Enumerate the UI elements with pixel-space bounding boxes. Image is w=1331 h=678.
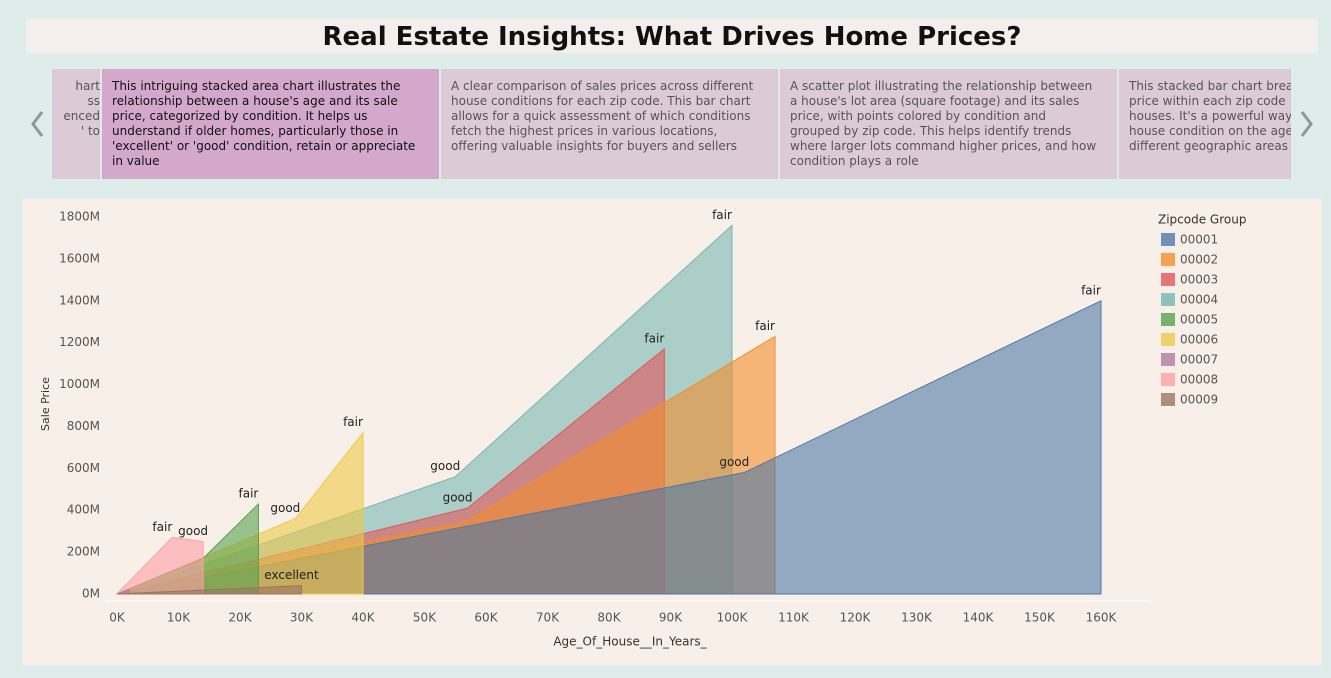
y-tick-label: 800M — [67, 419, 100, 433]
story-text: price, categorized by condition. It help… — [112, 109, 368, 123]
story-text: offering valuable insights for buyers an… — [451, 139, 737, 153]
y-tick-label: 1800M — [59, 210, 100, 224]
point-label: fair — [239, 486, 259, 500]
x-tick-label: 100K — [717, 611, 749, 625]
story-text: 'excellent' or 'good' condition, retain … — [112, 139, 416, 153]
legend-label: 00002 — [1180, 253, 1218, 267]
legend-swatch — [1161, 293, 1175, 306]
legend-label: 00007 — [1180, 353, 1218, 367]
legend-swatch — [1161, 313, 1175, 326]
story-point[interactable]: This stacked bar chart breaks price withi… — [1119, 69, 1291, 179]
legend-label: 00009 — [1180, 393, 1218, 407]
legend-label: 00008 — [1180, 373, 1218, 387]
story-point[interactable]: This intriguing stacked area chart illus… — [102, 69, 439, 179]
x-tick-label: 120K — [840, 611, 872, 625]
x-tick-label: 40K — [351, 611, 375, 625]
y-tick-label: 400M — [67, 503, 100, 517]
y-tick-label: 600M — [67, 461, 100, 475]
area — [116, 299, 1102, 595]
legend-label: 00006 — [1180, 333, 1218, 347]
point-label: fair — [755, 319, 775, 333]
story-text: understand if older homes, particularly … — [112, 124, 399, 138]
x-tick-label: 130K — [901, 611, 933, 625]
x-axis-label: Age_Of_House__In_Years_ — [553, 635, 707, 649]
x-tick-label: 140K — [963, 611, 995, 625]
legend-swatch — [1161, 393, 1175, 406]
story-text: hart — [75, 79, 100, 93]
next-arrow[interactable] — [1300, 111, 1313, 137]
legend-title: Zipcode Group — [1158, 213, 1246, 227]
story-text: ss — [87, 94, 100, 108]
story-text: fetch the highest prices in various loca… — [451, 124, 718, 138]
point-label: fair — [712, 208, 732, 222]
x-tick-label: 70K — [536, 611, 560, 625]
point-label: good — [443, 491, 473, 505]
x-tick-label: 160K — [1086, 611, 1118, 625]
story-text: houses. It's a powerful way — [1129, 109, 1291, 123]
story-text: allows for a quick assessment of which c… — [451, 109, 751, 123]
point-label: good — [270, 501, 300, 515]
y-tick-label: 1400M — [59, 293, 100, 307]
legend-swatch — [1161, 353, 1175, 366]
legend-label: 00001 — [1180, 233, 1218, 247]
point-label: excellent — [264, 568, 319, 582]
y-tick-label: 1000M — [59, 377, 100, 391]
story-point[interactable]: A clear comparison of sales prices acros… — [441, 69, 778, 179]
legend-label: 00003 — [1180, 273, 1218, 287]
story-text: A clear comparison of sales prices acros… — [451, 79, 754, 93]
story-text: enced — [63, 109, 100, 123]
prev-arrow[interactable] — [31, 111, 44, 137]
x-tick-label: 50K — [413, 611, 437, 625]
story-text: grouped by zip code. This helps identify… — [790, 124, 1072, 138]
point-label: good — [178, 524, 208, 538]
legend-swatch — [1161, 373, 1175, 386]
story-point[interactable]: A scatter plot illustrating the relation… — [780, 69, 1117, 179]
y-tick-label: 1600M — [59, 251, 100, 265]
y-tick-label: 200M — [67, 545, 100, 559]
dashboard-title: Real Estate Insights: What Drives Home P… — [26, 19, 1318, 53]
story-text: condition plays a role — [790, 154, 919, 168]
x-tick-label: 20K — [228, 611, 252, 625]
story-text: This stacked bar chart breaks — [1129, 79, 1291, 93]
x-tick-label: 60K — [474, 611, 498, 625]
x-tick-label: 10K — [167, 611, 191, 625]
x-tick-label: 0K — [109, 611, 126, 625]
legend-swatch — [1161, 233, 1175, 246]
x-tick-label: 80K — [597, 611, 621, 625]
legend-swatch — [1161, 253, 1175, 266]
story-text: house condition on the age — [1129, 124, 1291, 138]
x-tick-label: 90K — [659, 611, 683, 625]
legend-swatch — [1161, 273, 1175, 286]
x-tick-label: 110K — [778, 611, 810, 625]
story-text: relationship between a house's age and i… — [112, 94, 398, 108]
story-point[interactable]: hart ss enced ' to — [52, 69, 100, 179]
story-text: A scatter plot illustrating the relation… — [790, 79, 1093, 93]
story-text: in value — [112, 154, 160, 168]
x-tick-label: 30K — [290, 611, 314, 625]
point-label: fair — [152, 520, 172, 534]
point-label: fair — [1081, 283, 1101, 297]
point-label: good — [719, 455, 749, 469]
story-text: This intriguing stacked area chart illus… — [112, 79, 401, 93]
story-text: price, with points colored by condition … — [790, 109, 1046, 123]
story-text: a house's lot area (square footage) and … — [790, 94, 1080, 108]
point-label: good — [430, 459, 460, 473]
y-axis-label: Sale Price — [39, 377, 52, 431]
x-tick-label: 150K — [1024, 611, 1056, 625]
story-text: price within each zip code — [1129, 94, 1286, 108]
story-text: ' to — [80, 124, 100, 138]
legend-swatch — [1161, 333, 1175, 346]
point-label: fair — [343, 415, 363, 429]
y-tick-label: 0M — [82, 587, 100, 601]
legend-label: 00005 — [1180, 313, 1218, 327]
story-text: different geographic areas — [1129, 139, 1289, 153]
story-text: house conditions for each zip code. This… — [451, 94, 751, 108]
point-label: fair — [644, 331, 664, 345]
legend-label: 00004 — [1180, 293, 1218, 307]
area — [116, 585, 302, 595]
y-tick-label: 1200M — [59, 335, 100, 349]
story-text: where larger lots command higher prices,… — [790, 139, 1097, 153]
